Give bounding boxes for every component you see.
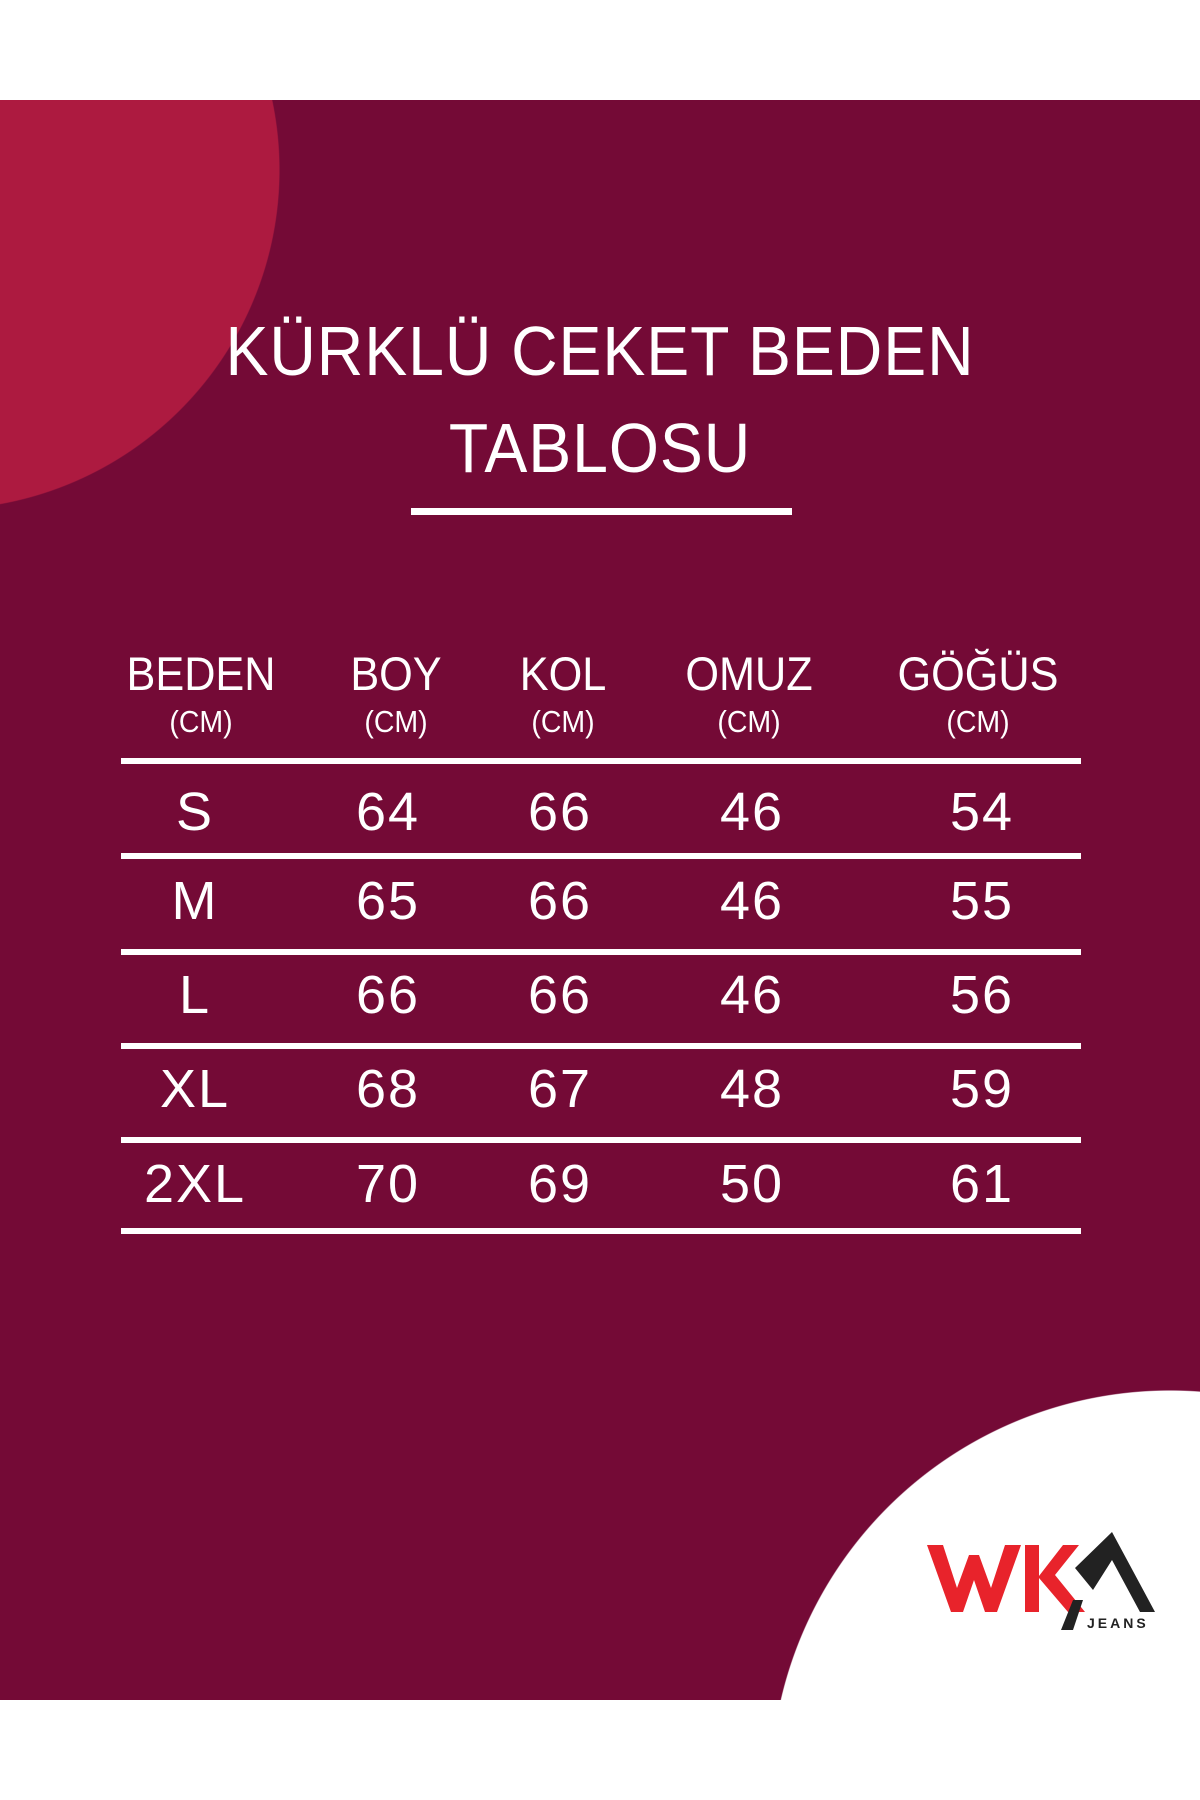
- cell-kol: 69: [527, 1154, 593, 1214]
- cell-omuz: 46: [719, 965, 785, 1025]
- cell-beden: XL: [159, 1059, 231, 1119]
- table-divider: [121, 1043, 1081, 1049]
- cell-omuz: 46: [719, 782, 785, 842]
- logo-m: [1061, 1532, 1155, 1630]
- decorative-white-circle: [0, 100, 1200, 1700]
- column-header-label: GÖĞÜS: [897, 647, 1059, 700]
- cell-kol: 66: [527, 965, 593, 1025]
- page-title-line2: TABLOSU: [448, 409, 752, 487]
- column-header-label: BOY: [350, 647, 442, 700]
- column-header-boy: BOY (CM): [286, 650, 506, 737]
- column-header-unit: (CM): [364, 704, 428, 739]
- table-divider: [121, 853, 1081, 859]
- cell-beden: M: [171, 871, 219, 931]
- cell-boy: 64: [355, 782, 421, 842]
- cell-omuz: 48: [719, 1059, 785, 1119]
- cell-gogus: 56: [949, 965, 1015, 1025]
- column-header-label: OMUZ: [685, 647, 813, 700]
- column-header-unit: (CM): [169, 704, 233, 739]
- column-header-unit: (CM): [946, 704, 1010, 739]
- cell-beden: S: [175, 782, 215, 842]
- cell-beden: 2XL: [143, 1154, 247, 1214]
- column-header-label: KOL: [519, 647, 607, 700]
- column-header-label: BEDEN: [126, 647, 276, 700]
- cell-boy: 68: [355, 1059, 421, 1119]
- cell-gogus: 61: [949, 1154, 1015, 1214]
- cell-boy: 70: [355, 1154, 421, 1214]
- cell-gogus: 54: [949, 782, 1015, 842]
- table-divider: [121, 1137, 1081, 1143]
- column-header-kol: KOL (CM): [453, 650, 673, 737]
- logo-jeans-text: JEANS: [1087, 1615, 1149, 1631]
- column-header-unit: (CM): [717, 704, 781, 739]
- column-header-omuz: OMUZ (CM): [639, 650, 859, 737]
- column-header-unit: (CM): [531, 704, 595, 739]
- cell-kol: 66: [527, 871, 593, 931]
- cell-boy: 65: [355, 871, 421, 931]
- cell-boy: 66: [355, 965, 421, 1025]
- cell-omuz: 50: [719, 1154, 785, 1214]
- page-title-line1: KÜRKLÜ CEKET BEDEN: [225, 312, 975, 390]
- cell-omuz: 46: [719, 871, 785, 931]
- table-divider: [121, 1228, 1081, 1234]
- column-header-gogus: GÖĞÜS (CM): [868, 650, 1088, 737]
- cell-kol: 66: [527, 782, 593, 842]
- logo-w-k: [927, 1545, 1085, 1612]
- cell-gogus: 59: [949, 1059, 1015, 1119]
- column-header-beden: BEDEN (CM): [91, 650, 311, 737]
- table-divider: [121, 949, 1081, 955]
- table-divider: [121, 758, 1081, 764]
- cell-kol: 67: [527, 1059, 593, 1119]
- cell-gogus: 55: [949, 871, 1015, 931]
- cell-beden: L: [178, 965, 212, 1025]
- wkm-jeans-logo: JEANS: [927, 1532, 1155, 1631]
- size-chart-panel: [0, 100, 1200, 1700]
- title-underline: [411, 508, 792, 515]
